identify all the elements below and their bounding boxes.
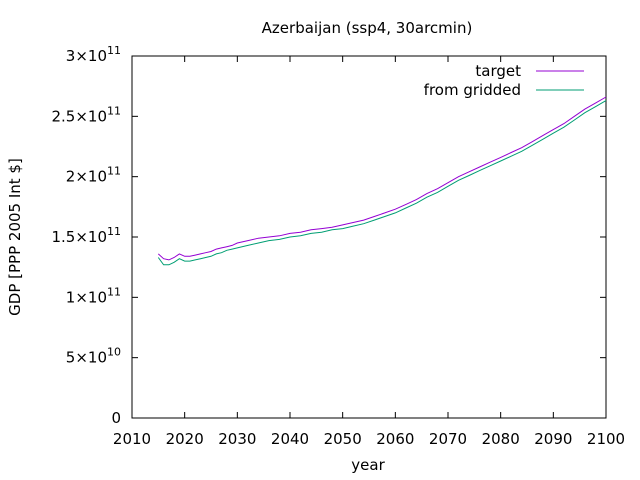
x-tick-label: 2100 bbox=[587, 430, 625, 448]
y-tick-label: 1.5×1011 bbox=[51, 225, 121, 246]
series-lines bbox=[157, 96, 607, 266]
y-tick-mantissa: 1.5×10 bbox=[51, 228, 107, 246]
y-tick-mantissa: 1×10 bbox=[66, 288, 107, 306]
x-tick-label: 2040 bbox=[271, 430, 309, 448]
x-tick-label: 2060 bbox=[376, 430, 414, 448]
series-line-target bbox=[157, 96, 607, 261]
x-tick-label: 2010 bbox=[113, 430, 151, 448]
x-tick-label: 2050 bbox=[324, 430, 362, 448]
y-tick-exponent: 10 bbox=[107, 346, 121, 359]
x-tick-label: 2080 bbox=[482, 430, 520, 448]
y-tick-exponent: 11 bbox=[107, 285, 121, 298]
x-tick-label: 2030 bbox=[218, 430, 256, 448]
y-axis-ticks: 05×10101×10111.5×10112×10112.5×10113×101… bbox=[51, 44, 606, 427]
x-tick-label: 2090 bbox=[534, 430, 572, 448]
y-tick-mantissa: 3×10 bbox=[66, 47, 107, 65]
y-axis-label: GDP [PPP 2005 Int $] bbox=[6, 158, 24, 316]
y-tick-mantissa: 0 bbox=[111, 409, 121, 427]
y-tick-exponent: 11 bbox=[107, 225, 121, 238]
legend-label: from gridded bbox=[424, 81, 521, 99]
series-line-from-gridded bbox=[157, 100, 607, 266]
x-axis-ticks: 2010 2020 2030 2040 2050 2060 2070 2080 2090 2100 bbox=[113, 56, 625, 448]
x-tick-label: 2020 bbox=[166, 430, 204, 448]
legend-label: target bbox=[475, 62, 521, 80]
y-tick-mantissa: 2.5×10 bbox=[51, 107, 107, 125]
y-tick-label: 3×1011 bbox=[66, 44, 121, 65]
x-axis-label: year bbox=[351, 456, 385, 474]
y-tick-mantissa: 5×10 bbox=[66, 349, 107, 367]
y-tick-exponent: 11 bbox=[107, 165, 121, 178]
y-tick-exponent: 11 bbox=[107, 44, 121, 57]
y-tick-label: 2×1011 bbox=[66, 165, 121, 186]
y-tick-label: 0 bbox=[111, 409, 121, 427]
y-tick-label: 1×1011 bbox=[66, 285, 121, 306]
y-tick-mantissa: 2×10 bbox=[66, 168, 107, 186]
plot-frame bbox=[131, 55, 607, 419]
x-tick-label: 2070 bbox=[429, 430, 467, 448]
y-tick-label: 5×1010 bbox=[66, 346, 121, 367]
y-tick-label: 2.5×1011 bbox=[51, 104, 121, 125]
chart-title: Azerbaijan (ssp4, 30arcmin) bbox=[262, 19, 473, 37]
y-tick-exponent: 11 bbox=[107, 104, 121, 117]
